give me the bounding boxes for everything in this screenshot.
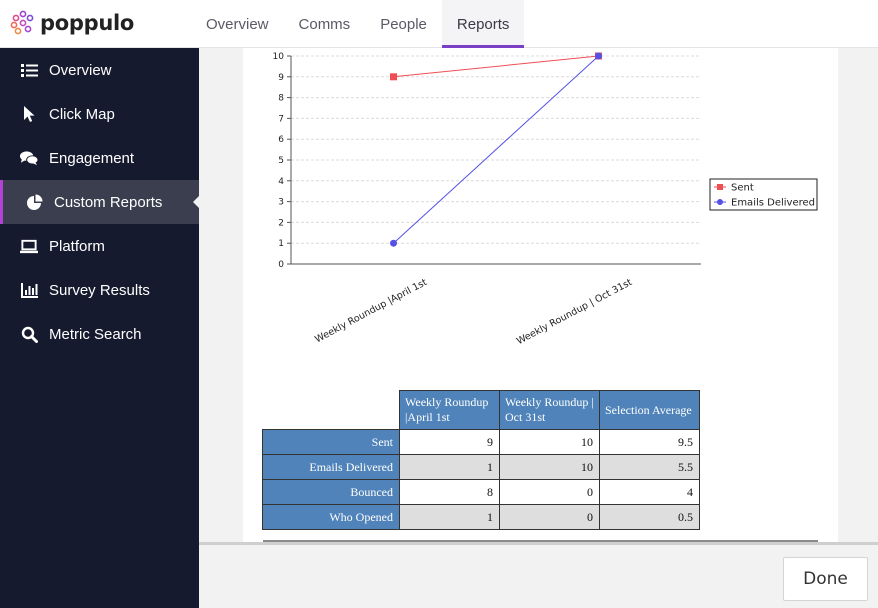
tab-overview-label: Overview xyxy=(206,15,269,33)
table-row: Emails Delivered 1 10 5.5 xyxy=(262,454,700,480)
column-header: Selection Average xyxy=(599,390,700,430)
sidebar-item-metric-search[interactable]: Metric Search xyxy=(0,312,199,356)
table-cell: 10 xyxy=(499,454,600,480)
sidebar-item-overview[interactable]: Overview xyxy=(0,48,199,92)
tab-reports-label: Reports xyxy=(456,15,510,33)
poppulo-logo-icon xyxy=(10,10,34,35)
sidebar: Overview Click Map Engagement Custom Rep… xyxy=(0,48,199,608)
table-cell: 10 xyxy=(499,429,600,455)
chat-bubbles-icon xyxy=(20,149,38,167)
y-tick-label: 0 xyxy=(278,260,284,270)
logo[interactable]: poppulo xyxy=(10,8,134,38)
sidebar-item-custom-reports[interactable]: Custom Reports xyxy=(0,180,199,224)
top-bar: poppulo Overview Comms People Reports xyxy=(0,0,878,48)
sidebar-item-survey-results[interactable]: Survey Results xyxy=(0,268,199,312)
main-tabs: Overview Comms People Reports xyxy=(191,0,525,48)
y-tick-label: 4 xyxy=(278,177,284,187)
legend-label: Sent xyxy=(731,183,754,194)
x-tick-label: Weekly Roundup | Oct 31st xyxy=(515,277,634,347)
sidebar-item-label: Custom Reports xyxy=(54,193,163,211)
table-cell: 1 xyxy=(399,454,500,480)
table-cell: 9 xyxy=(399,429,500,455)
done-button[interactable]: Done xyxy=(783,557,868,601)
y-tick-label: 7 xyxy=(278,114,284,124)
table-cell: 1 xyxy=(399,504,500,530)
list-icon xyxy=(20,61,38,79)
legend-swatch xyxy=(717,199,723,205)
y-tick-label: 5 xyxy=(278,156,284,166)
report-panel: 0 1 2 3 4 5 6 7 8 9 10 Weekly Roundup |April 1st Wee… xyxy=(243,48,838,542)
report-content[interactable]: 0 1 2 3 4 5 6 7 8 9 10 Weekly Roundup |April 1st Wee… xyxy=(199,48,878,542)
series-line xyxy=(393,55,599,78)
table-cell: 9.5 xyxy=(599,429,700,455)
table-cell: 0 xyxy=(499,504,600,530)
tab-comms-label: Comms xyxy=(298,15,351,33)
y-tick-label: 8 xyxy=(278,94,284,104)
sidebar-item-click-map[interactable]: Click Map xyxy=(0,92,199,136)
table-cell: 0.5 xyxy=(599,504,700,530)
y-tick-label: 10 xyxy=(273,52,285,62)
footer-bar: Done xyxy=(199,542,878,608)
table-cell: 4 xyxy=(599,479,700,505)
row-header: Sent xyxy=(262,429,400,455)
tab-overview[interactable]: Overview xyxy=(191,0,284,48)
search-icon xyxy=(20,325,38,343)
sidebar-item-platform[interactable]: Platform xyxy=(0,224,199,268)
sidebar-item-label: Survey Results xyxy=(49,281,150,299)
row-header: Bounced xyxy=(262,479,400,505)
data-point xyxy=(595,52,602,60)
sidebar-item-label: Overview xyxy=(49,61,112,79)
table-cell: 0 xyxy=(499,479,600,505)
row-header: Who Opened xyxy=(262,504,400,530)
tab-reports[interactable]: Reports xyxy=(441,0,525,48)
legend xyxy=(709,178,818,211)
tab-people-label: People xyxy=(380,15,427,33)
legend-label: Emails Delivered xyxy=(731,198,815,209)
y-tick-label: 1 xyxy=(278,239,284,249)
legend-swatch xyxy=(717,184,723,190)
series-line xyxy=(393,55,599,244)
line-chart: 0 1 2 3 4 5 6 7 8 9 10 Weekly Roundup |April 1st Wee… xyxy=(273,52,818,347)
bar-chart-icon xyxy=(20,281,38,299)
logo-text: poppulo xyxy=(40,11,134,35)
divider xyxy=(263,540,818,542)
y-tick-label: 6 xyxy=(278,135,284,145)
table-cell: 8 xyxy=(399,479,500,505)
y-tick-label: 9 xyxy=(278,73,284,83)
data-point xyxy=(390,239,397,247)
table-row: Sent 9 10 9.5 xyxy=(262,429,700,455)
laptop-icon xyxy=(20,237,38,255)
y-tick-label: 2 xyxy=(278,218,284,228)
table-corner xyxy=(262,390,400,430)
sidebar-item-label: Click Map xyxy=(49,105,115,123)
sidebar-item-label: Metric Search xyxy=(49,325,142,343)
pie-chart-icon xyxy=(25,193,43,211)
table-header-row: Weekly Roundup |April 1st Weekly Roundup… xyxy=(262,390,700,430)
sidebar-item-engagement[interactable]: Engagement xyxy=(0,136,199,180)
cursor-icon xyxy=(20,105,38,123)
report-table: Weekly Roundup |April 1st Weekly Roundup… xyxy=(262,390,700,530)
tab-comms[interactable]: Comms xyxy=(284,0,366,48)
sidebar-item-label: Platform xyxy=(49,237,105,255)
table-row: Bounced 8 0 4 xyxy=(262,479,700,505)
column-header: Weekly Roundup | Oct 31st xyxy=(499,390,600,430)
x-tick-label: Weekly Roundup |April 1st xyxy=(313,277,429,346)
row-header: Emails Delivered xyxy=(262,454,400,480)
table-row: Who Opened 1 0 0.5 xyxy=(262,504,700,530)
y-tick-label: 3 xyxy=(278,198,284,208)
data-point xyxy=(390,73,397,81)
tab-people[interactable]: People xyxy=(365,0,442,48)
table-cell: 5.5 xyxy=(599,454,700,480)
sidebar-item-label: Engagement xyxy=(49,149,135,167)
column-header: Weekly Roundup |April 1st xyxy=(399,390,500,430)
